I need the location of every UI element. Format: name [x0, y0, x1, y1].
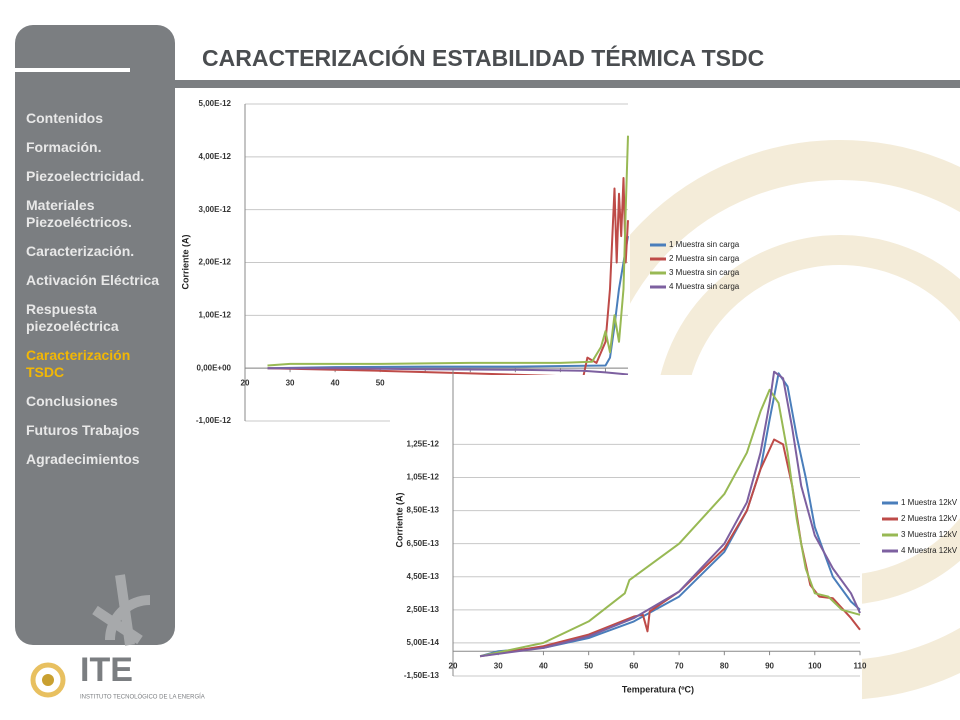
- x-tick-label: 40: [331, 378, 340, 387]
- legend-label: 4 Muestra 12kV: [901, 546, 958, 555]
- nav-item[interactable]: Respuesta piezoeléctrica: [26, 301, 119, 334]
- sidebar-emblem: [92, 574, 151, 646]
- x-tick-label: 30: [494, 661, 503, 670]
- y-tick-label: 6,50E-13: [407, 539, 440, 548]
- x-tick-label: 90: [765, 661, 774, 670]
- y-axis-label: Corriente (A): [180, 234, 190, 289]
- nav-item[interactable]: Contenidos: [26, 110, 103, 126]
- nav-item[interactable]: Activación Eléctrica: [26, 272, 160, 288]
- y-tick-label: 2,00E-12: [199, 258, 232, 267]
- logo-dot: [42, 674, 54, 686]
- x-axis-label: Temperatura (ºC): [622, 684, 694, 694]
- legend-label: 3 Muestra sin carga: [669, 268, 740, 277]
- x-tick-label: 30: [286, 378, 295, 387]
- legend-label: 1 Muestra 12kV: [901, 498, 958, 507]
- legend-label: 2 Muestra 12kV: [901, 514, 958, 523]
- y-tick-label: -1,00E-12: [196, 416, 232, 425]
- y-tick-label: 4,50E-13: [407, 572, 440, 581]
- slide-title: CARACTERIZACIÓN ESTABILIDAD TÉRMICA TSDC: [202, 44, 764, 71]
- nav-item[interactable]: Piezoelectricidad.: [26, 168, 145, 184]
- y-tick-label: 1,05E-12: [407, 473, 440, 482]
- logo-name: ITE: [80, 651, 133, 689]
- y-tick-label: 3,00E-12: [199, 205, 232, 214]
- nav: Contenidos Formación. Piezoelectricidad. Ma…: [26, 110, 171, 480]
- sidebar-rule: [15, 68, 130, 72]
- y-tick-label: 4,00E-12: [199, 152, 232, 161]
- x-tick-label: 80: [720, 661, 729, 670]
- y-tick-label: 1,00E-12: [199, 310, 232, 319]
- x-tick-label: 70: [675, 661, 684, 670]
- series-line: [479, 370, 861, 658]
- y-tick-label: 0,00E+00: [197, 363, 232, 372]
- series-line: [267, 367, 629, 376]
- nav-item[interactable]: Conclusiones: [26, 393, 118, 409]
- x-tick-label: 20: [241, 378, 250, 387]
- x-tick-label: 110: [854, 661, 867, 670]
- y-tick-label: 1,25E-12: [407, 440, 440, 449]
- x-tick-label: 50: [376, 378, 385, 387]
- nav-item[interactable]: Materiales Piezoeléctricos.: [26, 197, 132, 230]
- legend-label: 4 Muestra sin carga: [669, 282, 740, 291]
- series-line: [267, 135, 629, 367]
- nav-item[interactable]: Agradecimientos: [26, 451, 140, 467]
- y-tick-label: 5,00E-14: [407, 638, 440, 647]
- series-line: [267, 235, 629, 370]
- series-line: [267, 177, 629, 380]
- y-tick-label: -1,50E-13: [404, 671, 440, 680]
- y-tick-label: 5,00E-12: [199, 99, 232, 108]
- x-tick-label: 50: [584, 661, 593, 670]
- charts: -1,00E-12 0,00E+00 1,00E-12 2,00E-12 3,00E-1…: [178, 96, 958, 705]
- nav-item[interactable]: Caracterización.: [26, 243, 135, 259]
- nav-item[interactable]: Futuros Trabajos: [26, 422, 140, 438]
- x-tick-label: 60: [629, 661, 638, 670]
- x-tick-label: 20: [449, 661, 458, 670]
- y-tick-label: 2,50E-13: [407, 605, 440, 614]
- logo-subtitle: INSTITUTO TECNOLÓGICO DE LA ENERGÍA: [80, 694, 205, 701]
- legend-label: 3 Muestra 12kV: [901, 530, 958, 539]
- y-axis-label: Corriente (A): [394, 492, 404, 547]
- x-tick-label: 100: [808, 661, 822, 670]
- y-tick-label: 8,50E-13: [407, 506, 440, 515]
- nav-item[interactable]: Formación.: [26, 139, 102, 155]
- legend-label: 1 Muestra sin carga: [669, 240, 740, 249]
- legend-label: 2 Muestra sin carga: [669, 254, 740, 263]
- nav-item[interactable]: Caracterización TSDC: [26, 347, 131, 380]
- title-rule: [175, 80, 960, 88]
- series-line: [479, 372, 861, 658]
- logo-mark: [30, 662, 66, 698]
- x-tick-label: 40: [539, 661, 548, 670]
- series-line: [479, 388, 861, 658]
- sidebar: [15, 25, 175, 645]
